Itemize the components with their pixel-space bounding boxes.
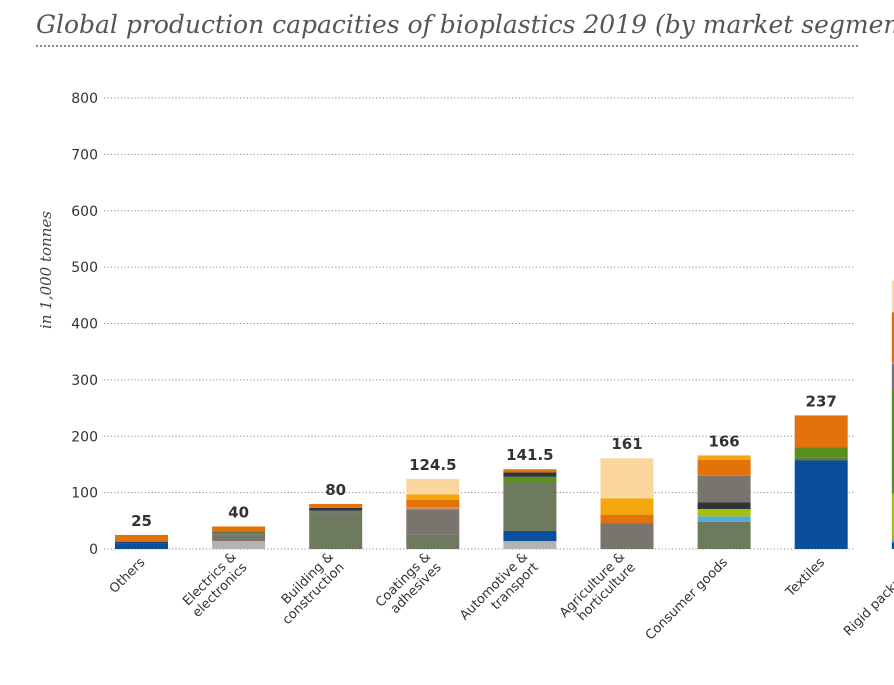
bar-segment [309, 503, 363, 508]
bar-segment [115, 534, 168, 542]
total-label: 80 [325, 481, 346, 499]
category-label-line: Others [107, 555, 149, 597]
y-tick-labels: 0 100 200 300 400 500 600 700 800 [71, 91, 98, 558]
bar-segment [891, 542, 894, 549]
bar-segment [406, 507, 460, 510]
y-axis-label: in 1,000 tonnes [37, 211, 55, 329]
bar-stack [794, 415, 848, 549]
total-label: 124.5 [409, 456, 456, 474]
bar-segment [697, 521, 751, 549]
total-label: 25 [131, 512, 152, 530]
bar-segment [503, 469, 557, 473]
bar-segment [212, 526, 266, 532]
bar-segment [406, 534, 460, 549]
bar-segment [794, 460, 848, 549]
bars [115, 280, 894, 549]
bar-segment [794, 447, 848, 458]
bar-segment [503, 541, 557, 549]
bar-segment [697, 508, 751, 517]
bar-segment [891, 364, 894, 390]
bar-stack [503, 469, 557, 549]
bar-segment [600, 498, 654, 515]
category-label: Coatings &adhesives [373, 549, 445, 621]
bar-segment [406, 494, 460, 500]
category-label: Rigid packaging [841, 555, 894, 639]
bar-segment [503, 476, 557, 483]
y-tick-label: 100 [71, 486, 98, 502]
y-tick-label: 700 [71, 147, 98, 163]
bar-segment [406, 509, 460, 535]
category-label: Consumer goods [643, 555, 731, 643]
category-label-line: Textiles [783, 555, 829, 601]
bar-segment [600, 458, 654, 499]
bar-segment [794, 457, 848, 461]
chart-title: Global production capacities of bioplast… [36, 10, 894, 39]
bar-segment [794, 415, 848, 448]
bar-segment [697, 475, 751, 503]
bar-segment [503, 482, 557, 531]
bar-segment [309, 514, 363, 549]
bar-segment [212, 531, 266, 535]
bar-segment [406, 478, 460, 495]
bar-segment [697, 459, 751, 476]
y-tick-label: 200 [71, 429, 98, 445]
bar-segment [212, 534, 266, 542]
bar-segment [406, 499, 460, 508]
y-tick-label: 500 [71, 260, 98, 276]
bar-segment [697, 455, 751, 460]
bar-segment [697, 502, 751, 509]
bar-segment [891, 312, 894, 363]
bar-stack [891, 280, 894, 549]
category-label: Agriculture &horticulture [557, 550, 639, 632]
total-label: 141.5 [506, 446, 553, 464]
bar-segment [891, 539, 894, 543]
category-label-line: Rigid packaging [841, 555, 894, 639]
bar-segment [891, 389, 894, 494]
bar-segment [600, 523, 654, 549]
bar-stack [697, 455, 751, 549]
category-label: Others [107, 555, 149, 597]
category-label: Automotive &transport [457, 550, 541, 634]
total-label: 237 [806, 392, 837, 410]
bar-segment [891, 362, 894, 365]
bar-segment [600, 514, 654, 524]
category-label: Electrics &electronics [179, 549, 250, 620]
bar-stack [309, 503, 363, 549]
category-label-line: Consumer goods [643, 555, 731, 643]
bar-segment [309, 507, 363, 511]
y-tick-label: 800 [71, 91, 98, 107]
bar-segment [115, 541, 168, 544]
bar-segment [212, 541, 266, 549]
category-label: Textiles [783, 555, 829, 601]
total-label: 166 [708, 432, 739, 450]
bar-stack [600, 458, 654, 549]
y-tick-label: 400 [71, 317, 98, 333]
y-tick-label: 600 [71, 204, 98, 220]
bar-segment [503, 530, 557, 542]
bar-stack [406, 478, 460, 549]
total-label: 40 [228, 503, 249, 521]
category-label: Building &construction [269, 550, 347, 628]
bar-stack [115, 534, 168, 549]
y-tick-label: 0 [89, 542, 98, 558]
bar-segment [115, 543, 168, 549]
bar-segment [503, 472, 557, 477]
bar-segment [697, 516, 751, 522]
bar-segment [891, 280, 894, 313]
bar-stack [212, 526, 266, 549]
y-tick-label: 300 [71, 373, 98, 389]
total-label: 161 [611, 435, 642, 453]
bar-segment [309, 510, 363, 515]
title-divider [36, 45, 858, 47]
bar-segment [891, 493, 894, 540]
category-labels: Others Electrics &electronics Building &co… [107, 549, 894, 644]
